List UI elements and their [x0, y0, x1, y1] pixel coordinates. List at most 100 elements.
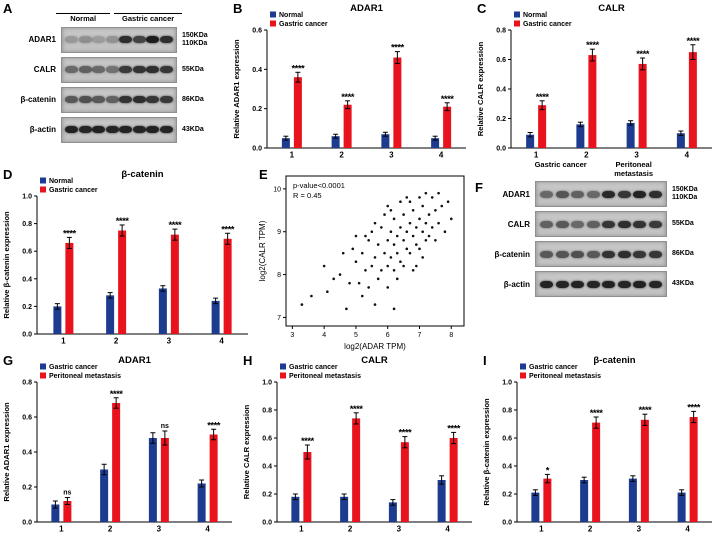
svg-text:****: ****: [590, 408, 604, 419]
blot-band: [92, 126, 106, 134]
blot-lane-strip: [61, 116, 177, 143]
blot-row: β-catenin 86KDa: [6, 86, 226, 113]
panel-h: H CALR 0.0 0.2 0.4 0.6 0.8 1.0 Relative CALR ex…: [240, 352, 480, 540]
molecular-weight-label: 43KDa: [182, 125, 204, 133]
svg-text:****: ****: [687, 402, 701, 413]
svg-text:CALR: CALR: [598, 3, 625, 14]
svg-text:ADAR1: ADAR1: [350, 3, 383, 14]
svg-text:0.4: 0.4: [252, 67, 262, 74]
svg-text:8: 8: [449, 332, 453, 339]
blot-lane-strip: [61, 56, 177, 83]
svg-text:****: ****: [638, 405, 652, 416]
svg-text:10: 10: [273, 186, 281, 193]
svg-text:0.8: 0.8: [22, 380, 32, 387]
blot-band: [78, 36, 92, 44]
blot-band: [146, 36, 160, 44]
blot-band: [555, 250, 569, 258]
svg-text:0.0: 0.0: [252, 146, 262, 153]
svg-text:*: *: [546, 465, 550, 476]
blot-band: [132, 126, 146, 134]
svg-text:3: 3: [637, 525, 642, 534]
bar-chart-calr-cancer-vs-metastasis: CALR 0.0 0.2 0.4 0.6 0.8 1.0 Relative CALR expr…: [242, 355, 472, 534]
blot-band: [540, 190, 554, 198]
blot-lane-strip: [535, 181, 667, 208]
svg-text:log2(CALR TPM): log2(CALR TPM): [258, 220, 267, 281]
molecular-weight-label: 86KDa: [182, 95, 204, 103]
svg-text:4: 4: [439, 151, 444, 160]
bar-chart-beta-catenin-normal-vs-cancer: β-catenin 0.0 0.2 0.4 0.6 0.8 1.0 Relative β-ca…: [2, 169, 248, 346]
blot-band: [586, 280, 600, 288]
panel-c: C CALR 0.0 0.2 0.4 0.6 0.8 Relative CALR expre…: [474, 0, 720, 166]
blot-band: [633, 220, 647, 228]
svg-text:3: 3: [167, 337, 172, 346]
svg-text:****: ****: [116, 216, 130, 227]
svg-text:1: 1: [290, 151, 295, 160]
svg-text:1: 1: [61, 337, 66, 346]
blot-band: [159, 96, 173, 104]
svg-text:Gastric cancer: Gastric cancer: [279, 21, 328, 28]
blot-band: [159, 36, 173, 44]
svg-text:****: ****: [168, 220, 182, 231]
svg-text:****: ****: [110, 389, 124, 400]
svg-text:0.6: 0.6: [22, 415, 32, 422]
svg-text:Normal: Normal: [523, 12, 547, 19]
blot-group-header: Peritoneal metastasis: [614, 160, 654, 178]
blot-band: [65, 96, 79, 104]
svg-text:Gastric cancer: Gastric cancer: [49, 187, 98, 194]
svg-text:1: 1: [534, 151, 539, 160]
blot-band: [586, 250, 600, 258]
blot-band: [146, 96, 160, 104]
svg-text:2: 2: [588, 525, 593, 534]
blot-band: [92, 96, 106, 104]
blot-band: [132, 36, 146, 44]
blot-band: [119, 96, 133, 104]
svg-text:Relative ADAR1 expression: Relative ADAR1 expression: [232, 39, 241, 139]
svg-text:0.8: 0.8: [496, 28, 506, 35]
blot-band: [105, 36, 119, 44]
svg-text:8: 8: [277, 272, 281, 279]
svg-text:4: 4: [205, 525, 210, 534]
blot-header: Normal Gastric cancer: [6, 13, 226, 24]
blot-band: [555, 280, 569, 288]
svg-text:****: ****: [586, 40, 600, 51]
svg-text:3: 3: [397, 525, 402, 534]
svg-text:****: ****: [441, 94, 455, 105]
svg-text:0.0: 0.0: [22, 520, 32, 527]
svg-text:6: 6: [386, 332, 390, 339]
svg-text:****: ****: [398, 428, 412, 439]
svg-text:β-catenin: β-catenin: [121, 169, 163, 180]
molecular-weight-label: 55KDa: [182, 65, 204, 73]
svg-text:5: 5: [354, 332, 358, 339]
svg-text:****: ****: [291, 63, 305, 74]
blot-band: [571, 190, 585, 198]
blot-band: [105, 126, 119, 134]
svg-text:Relative CALR expression: Relative CALR expression: [476, 41, 485, 136]
blot-band: [78, 96, 92, 104]
blot-band: [586, 220, 600, 228]
blot-band: [92, 66, 106, 74]
svg-text:4: 4: [685, 525, 690, 534]
blot-band: [571, 280, 585, 288]
molecular-weight-label: 86KDa: [672, 250, 694, 258]
svg-text:0.2: 0.2: [262, 492, 272, 499]
scatter-plot-adar-calr-correlation: 3 4 5 6 7 8 7 8 9 10 log2(ADAR TPM) log2(CALR TPM) p…: [258, 175, 465, 351]
blot-band: [65, 36, 79, 44]
svg-text:7: 7: [277, 315, 281, 322]
blot-lane-strip: [535, 241, 667, 268]
panel-label-i: I: [483, 353, 487, 368]
blot-row: β-actin 43KDa: [6, 116, 226, 143]
svg-text:7: 7: [418, 332, 422, 339]
svg-text:0.4: 0.4: [22, 276, 32, 283]
bar-chart-adar1-cancer-vs-metastasis: ADAR1 0.0 0.2 0.4 0.6 0.8 Relative ADAR1 expre…: [2, 355, 232, 534]
svg-text:0.0: 0.0: [502, 520, 512, 527]
blot-protein-label: ADAR1: [502, 189, 530, 199]
svg-text:0.6: 0.6: [502, 436, 512, 443]
blot-band: [65, 66, 79, 74]
blot-band: [540, 250, 554, 258]
blot-band: [146, 126, 160, 134]
svg-text:2: 2: [584, 151, 589, 160]
svg-text:0.2: 0.2: [252, 106, 262, 113]
svg-text:CALR: CALR: [361, 355, 388, 366]
svg-text:0.0: 0.0: [262, 520, 272, 527]
